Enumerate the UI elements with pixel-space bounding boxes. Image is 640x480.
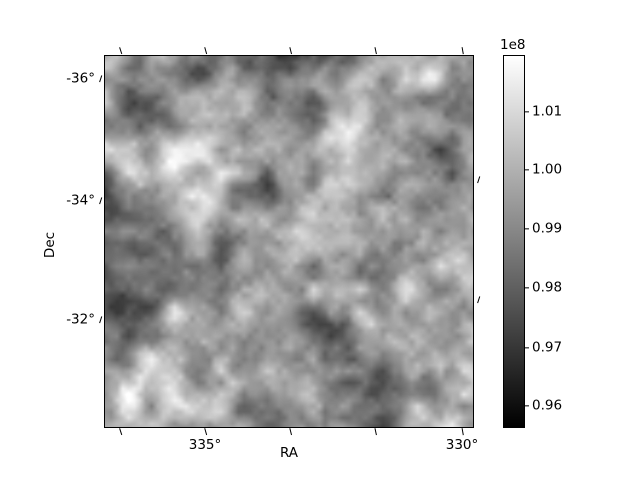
y-tickmark [98, 75, 102, 83]
colorbar-gradient [503, 55, 525, 428]
colorbar-ticklabel-0: 1.01 [532, 103, 563, 120]
colorbar-ticklabel-2: 0.99 [532, 220, 563, 237]
colorbar-tickmark-5 [525, 405, 529, 407]
colorbar-tickmark-0 [525, 111, 529, 113]
y-tickmark-right [476, 176, 480, 184]
x-tickmark-top [203, 47, 207, 55]
colorbar-tickmark-1 [525, 169, 529, 171]
y-ticklabel-2: -32° [66, 311, 95, 328]
sky-image-axes [104, 55, 474, 428]
x-tickmark [118, 428, 122, 436]
y-tickmark [98, 197, 102, 205]
y-tickmark-right [476, 296, 480, 304]
y-ticklabel-0: -36° [66, 70, 95, 87]
x-tickmark-top [373, 47, 377, 55]
x-tickmark-top [118, 47, 122, 55]
x-ticklabel-1: 330° [445, 437, 479, 453]
x-tickmark [460, 428, 464, 436]
colorbar-ticklabel-1: 1.00 [532, 161, 563, 178]
colorbar-ticklabel-5: 0.96 [532, 397, 563, 414]
x-tickmark [203, 428, 207, 436]
sky-intensity-heatmap [105, 56, 473, 427]
colorbar-offset-text: 1e8 [500, 37, 526, 53]
colorbar-tickmark-2 [525, 228, 529, 230]
colorbar-ticklabel-4: 0.97 [532, 339, 563, 356]
x-tickmark-top [288, 47, 292, 55]
y-ticklabel-1: -34° [66, 192, 95, 209]
x-axis-label: RA [279, 445, 299, 461]
y-axis-label: Dec [42, 231, 58, 259]
x-tickmark [373, 428, 377, 436]
y-tickmark [98, 316, 102, 324]
x-ticklabel-0: 335° [188, 437, 222, 453]
colorbar-ticklabel-3: 0.98 [532, 279, 563, 296]
x-tickmark-top [460, 47, 464, 55]
colorbar-tickmark-3 [525, 287, 529, 289]
colorbar-tickmark-4 [525, 347, 529, 349]
x-tickmark [288, 428, 292, 436]
